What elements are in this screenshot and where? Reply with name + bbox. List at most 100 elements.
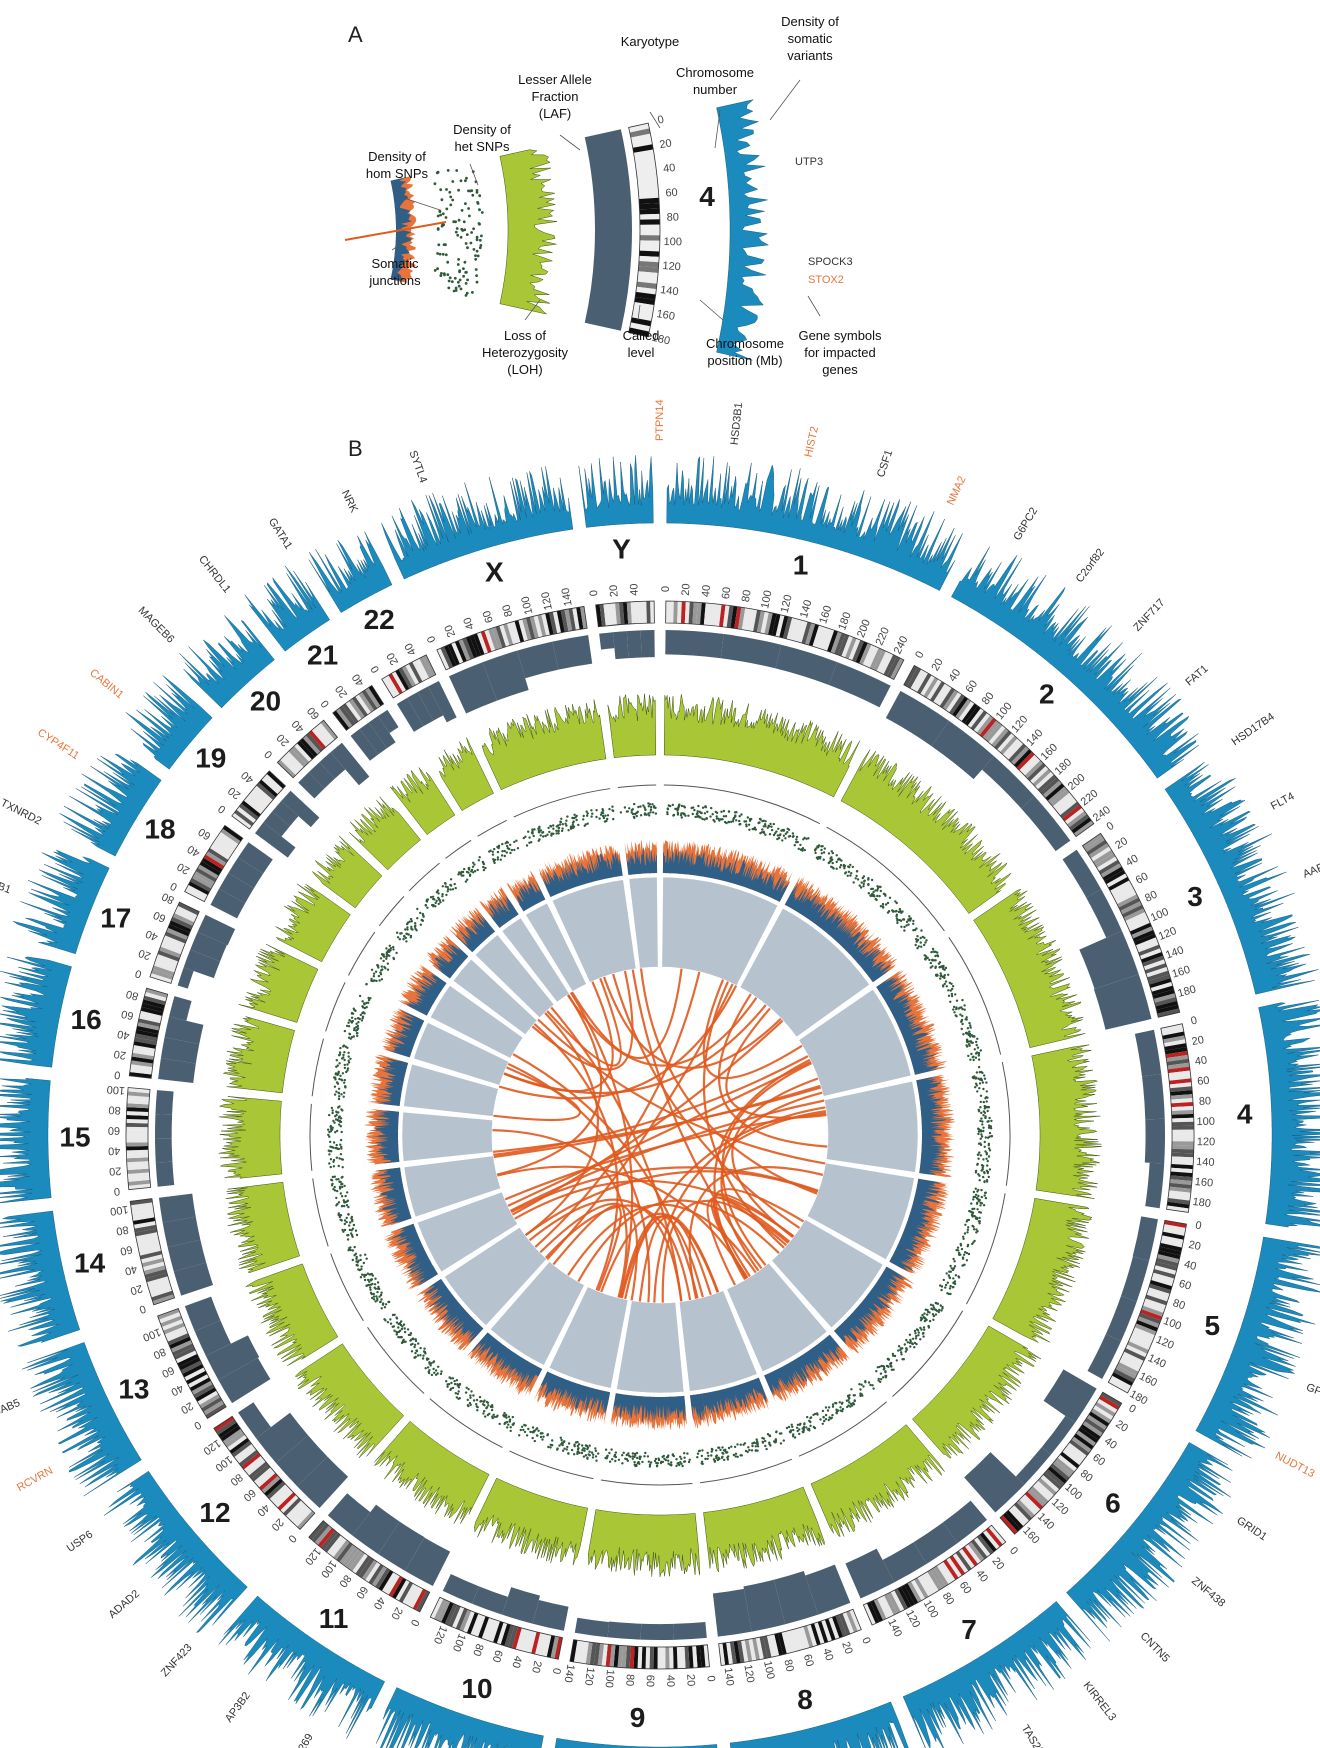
loh-point xyxy=(980,1111,983,1115)
loh-point xyxy=(977,1127,980,1130)
position-tick: 40 xyxy=(664,1675,676,1687)
karyotype-band xyxy=(605,1644,612,1667)
position-tick: 80 xyxy=(125,987,140,1002)
loh-point xyxy=(482,1400,485,1404)
karyotype-band xyxy=(810,1623,821,1646)
karyotype-band xyxy=(920,675,935,697)
loh-point xyxy=(799,848,802,851)
loh-point xyxy=(954,993,957,996)
chromosome-number: 7 xyxy=(961,1614,977,1645)
loh-point xyxy=(903,1343,906,1346)
karyotype-band xyxy=(973,712,991,733)
karyotype-band xyxy=(1153,1268,1176,1279)
karyotype-band xyxy=(943,1559,959,1580)
detail-loh-point xyxy=(439,274,443,277)
loh-point xyxy=(591,812,594,815)
chromosome-number: 22 xyxy=(364,604,395,635)
karyotype-band xyxy=(378,1570,394,1591)
loh-point xyxy=(458,1383,461,1387)
callout-karyotype: Karyotype xyxy=(621,34,680,49)
loh-point xyxy=(352,1223,356,1227)
gene-label: RCVRN xyxy=(15,1465,55,1494)
loh-point xyxy=(415,1349,418,1352)
loh-point xyxy=(400,1327,404,1331)
gene-label: AARS2 xyxy=(1301,856,1320,881)
loh-point xyxy=(327,1133,330,1137)
loh-point xyxy=(379,973,383,976)
detail-karyotype-band xyxy=(631,312,653,322)
loh-point xyxy=(772,822,775,826)
loh-point xyxy=(977,1132,980,1136)
loh-point xyxy=(882,892,886,895)
loh-point xyxy=(934,965,937,968)
loh-point xyxy=(341,1185,344,1189)
karyotype-band xyxy=(126,1103,149,1109)
karyotype-band xyxy=(138,1014,162,1024)
chromosome-20 xyxy=(179,615,555,1019)
loh-point xyxy=(738,819,741,823)
karyotype-band xyxy=(213,838,235,854)
loh-point xyxy=(960,1019,963,1023)
loh-point xyxy=(537,829,541,832)
karyotype-band xyxy=(1011,746,1030,766)
loh-point xyxy=(975,1043,978,1047)
detail-loh-point xyxy=(475,189,479,192)
karyotype-band xyxy=(127,1168,150,1175)
loh-point xyxy=(475,1403,478,1406)
loh-point xyxy=(956,1246,960,1249)
detail-karyotype-band xyxy=(635,286,657,295)
loh-point xyxy=(420,918,423,922)
detail-position-tick: 40 xyxy=(662,162,676,175)
loh-point xyxy=(890,1368,894,1372)
position-tick: 100 xyxy=(921,1598,941,1620)
loh-point xyxy=(340,1078,343,1081)
loh-point xyxy=(682,813,686,816)
loh-point xyxy=(623,806,627,809)
loh-point xyxy=(336,1189,339,1193)
loh-point xyxy=(426,898,430,901)
karyotype-band xyxy=(988,1525,1006,1545)
loh-point xyxy=(432,897,435,901)
karyotype-band xyxy=(633,1646,639,1669)
loh-point xyxy=(965,1259,969,1262)
karyotype-band xyxy=(1167,1201,1190,1209)
loh-point xyxy=(463,867,466,871)
karyotype-band xyxy=(936,685,952,707)
karyotype-band xyxy=(326,1535,344,1555)
loh-point xyxy=(339,1214,343,1217)
karyotype-band xyxy=(189,1377,211,1392)
karyotype-band xyxy=(661,1646,666,1669)
karyotype-band xyxy=(207,847,229,863)
karyotype-band xyxy=(1160,1239,1183,1248)
loh-point xyxy=(414,922,417,925)
karyotype-band xyxy=(1163,1035,1186,1044)
loh-point xyxy=(643,806,646,809)
loh-point xyxy=(827,1418,830,1422)
loh-point xyxy=(965,1016,968,1019)
gene-label: USP6 xyxy=(65,1529,95,1555)
karyotype-band xyxy=(904,1583,919,1605)
karyotype-band xyxy=(138,1243,161,1252)
somatic-density-track xyxy=(376,1687,544,1748)
panel-a-letter: A xyxy=(348,22,363,47)
karyotype-band xyxy=(917,1575,932,1597)
loh-point xyxy=(345,1216,348,1220)
loh-point xyxy=(464,1391,468,1394)
loh-point xyxy=(793,1436,797,1439)
position-tick: 40 xyxy=(403,641,419,657)
karyotype-band xyxy=(982,720,1000,740)
karyotype-band xyxy=(979,717,997,738)
loh-point xyxy=(974,1187,977,1190)
karyotype-band xyxy=(188,881,210,896)
detail-karyotype-band xyxy=(634,296,656,306)
loh-point xyxy=(413,1345,416,1349)
loh-point xyxy=(451,888,455,891)
loh-point xyxy=(552,824,555,827)
detail-loh-point xyxy=(455,169,459,172)
karyotype-band xyxy=(269,1484,289,1502)
loh-point xyxy=(329,1145,332,1148)
detail-loh-point xyxy=(440,272,443,275)
position-tick: 60 xyxy=(957,1579,974,1596)
position-tick: 0 xyxy=(859,1636,872,1646)
callout-somatic-junctions: Somatic junctions xyxy=(368,256,421,288)
